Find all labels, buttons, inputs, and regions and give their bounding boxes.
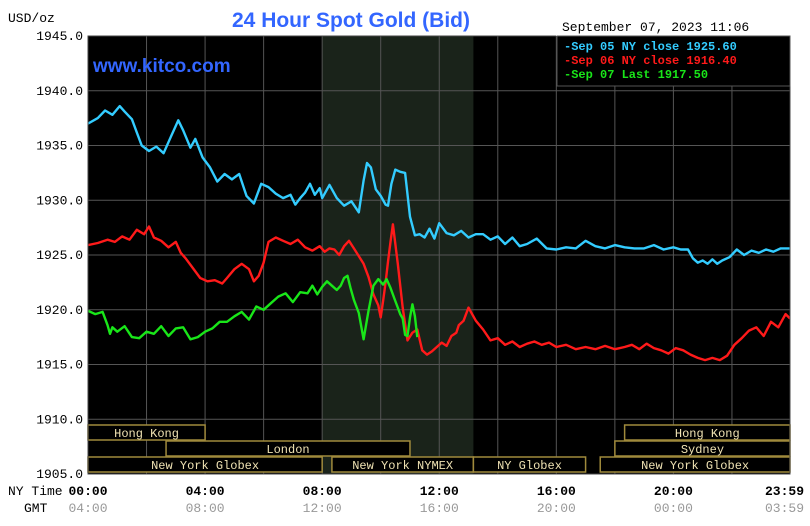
x-tick-label-ny: 12:00 (420, 484, 459, 499)
market-sessions: Hong Kong London New York Globex New York N… (87, 424, 791, 473)
x-axis-label-gmt: GMT (24, 501, 48, 516)
x-tick-label-gmt: 04:00 (68, 501, 107, 516)
plot-border (87, 35, 791, 475)
x-tick-label-ny: 04:00 (186, 484, 225, 499)
x-tick-label-gmt: 12:00 (303, 501, 342, 516)
y-tick-label: 1925.0 (36, 248, 83, 263)
session-label: New York Globex (151, 459, 259, 473)
x-tick-label-gmt: 00:00 (654, 501, 693, 516)
session-box (165, 440, 411, 457)
y-tick-label: 1945.0 (36, 29, 83, 44)
price-series (88, 104, 790, 362)
y-tick-label: 1905.0 (36, 467, 83, 482)
chart-datetime: September 07, 2023 11:06 (562, 20, 749, 35)
kitco-watermark: www.kitco.com (92, 56, 231, 77)
datetime-box (556, 16, 792, 36)
session-label: New York Globex (641, 459, 749, 473)
x-axis-label-ny: NY Time (8, 484, 63, 499)
legend-entry: -Sep 06 NY close 1916.40 (564, 54, 737, 68)
y-axis-label: USD/oz (8, 11, 55, 26)
x-tick-label-gmt: 03:59 (765, 501, 804, 516)
series-line (88, 274, 419, 341)
x-axis-ticks: 00:00 04:00 04:00 08:00 08:00 12:00 12:00 16:00… (68, 484, 804, 516)
y-tick-label: 1910.0 (36, 412, 83, 427)
session-label: Hong Kong (114, 427, 179, 441)
legend-entry: -Sep 05 NY close 1925.60 (564, 40, 737, 54)
session-label: NY Globex (497, 459, 562, 473)
y-tick-label: 1920.0 (36, 303, 83, 318)
x-tick-label-ny: 16:00 (537, 484, 576, 499)
y-tick-label: 1930.0 (36, 193, 83, 208)
series-line (88, 104, 790, 265)
x-tick-label-gmt: 20:00 (537, 501, 576, 516)
legend: -Sep 05 NY close 1925.60-Sep 06 NY close… (556, 35, 791, 87)
legend-entry: -Sep 07 Last 1917.50 (564, 68, 708, 82)
chart-title: 24 Hour Spot Gold (Bid) (232, 9, 470, 32)
x-tick-label-ny: 20:00 (654, 484, 693, 499)
x-tick-label-ny: 00:00 (68, 484, 107, 499)
x-tick-label-ny: 23:59 (765, 484, 804, 499)
y-tick-label: 1935.0 (36, 139, 83, 154)
session-box (472, 456, 587, 473)
x-tick-label-gmt: 16:00 (420, 501, 459, 516)
series-line (88, 223, 790, 362)
x-tick-label-gmt: 08:00 (186, 501, 225, 516)
session-label: Hong Kong (675, 427, 740, 441)
y-tick-label: 1940.0 (36, 84, 83, 99)
y-axis-ticks: 1945.0 1940.0 1935.0 1930.0 1925.0 1920.0 1915… (36, 29, 83, 482)
legend-box (556, 35, 791, 87)
session-label: London (266, 443, 309, 457)
y-tick-label: 1915.0 (36, 358, 83, 373)
session-label: New York NYMEX (352, 459, 453, 473)
x-tick-label-ny: 08:00 (303, 484, 342, 499)
session-label: Sydney (681, 443, 724, 457)
